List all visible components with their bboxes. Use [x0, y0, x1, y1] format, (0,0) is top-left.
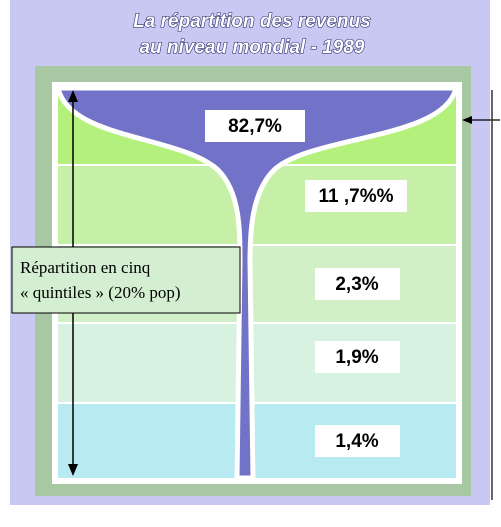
- label-box: [315, 425, 400, 457]
- arrow-head: [462, 116, 472, 124]
- note-line: Répartition en cinq: [20, 258, 151, 277]
- note-box: [11, 246, 241, 314]
- title-line: au niveau mondial - 1989: [140, 37, 365, 58]
- glass: [54, 85, 460, 481]
- note-line: « quintiles » (20% pop): [20, 283, 181, 302]
- label-box: [305, 180, 407, 212]
- share-label: 82,7%: [228, 116, 282, 137]
- label-box: [205, 110, 305, 142]
- share-label: 11 ,7%%: [319, 186, 394, 207]
- share-label: 1,4%: [335, 431, 378, 452]
- share-label: 1,9%: [335, 347, 378, 368]
- share-label: 2,3%: [335, 274, 378, 295]
- label-box: [315, 268, 400, 300]
- title-line: La répartition des revenus: [133, 11, 371, 32]
- label-box: [315, 341, 400, 373]
